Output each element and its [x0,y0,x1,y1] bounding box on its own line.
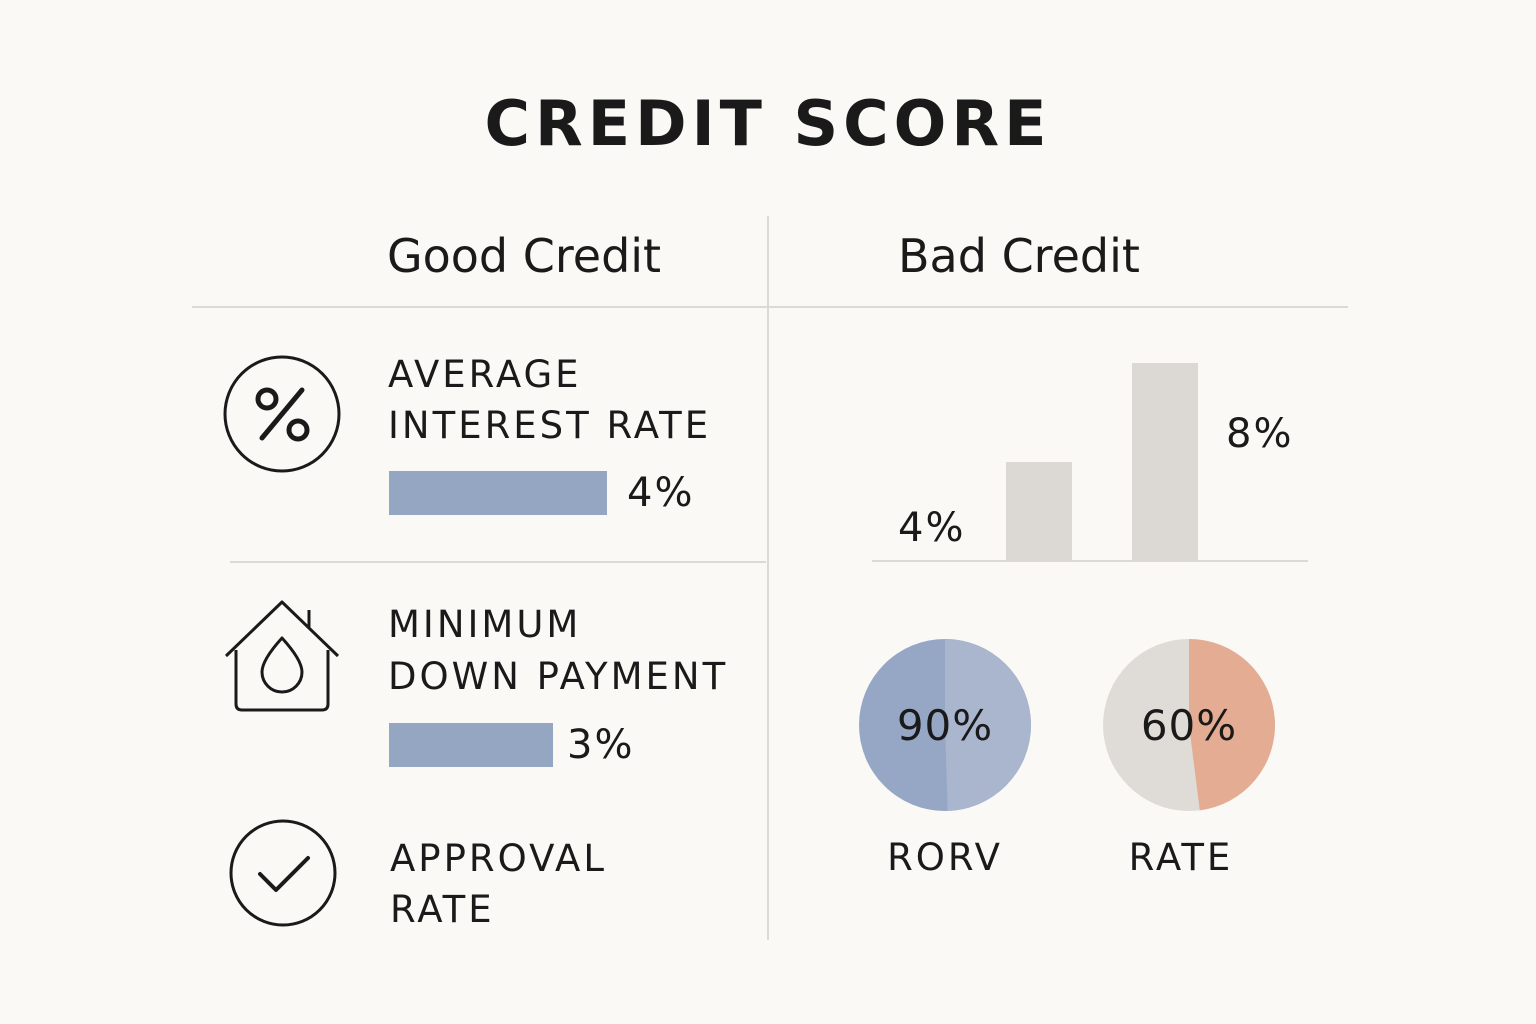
bad-credit-bar-1 [1006,462,1072,561]
bar-label-high: 8% [1226,411,1294,457]
down-payment-bar [389,723,553,767]
rorv-pie-slice [945,639,1031,811]
down-payment-label-line2: DOWN PAYMENT [388,655,729,698]
bad-credit-bar-chart [872,363,1308,562]
page-title: CREDIT SCORE [484,87,1052,160]
rate-pie-slice [1189,639,1276,811]
bar-label-low: 4% [898,505,966,551]
rate-pie-chart [1103,639,1276,811]
down-payment-value: 3% [567,722,635,768]
house-drop-icon [222,598,342,714]
good-credit-heading: Good Credit [387,229,662,283]
bad-credit-heading: Bad Credit [898,229,1140,283]
approval-label-line2: RATE [390,888,495,931]
interest-rate-value: 4% [627,470,695,516]
rorv-pie-value: 90% [896,701,994,750]
interest-label-line1: AVERAGE [388,353,582,396]
down-payment-label-line1: MINIMUM [388,603,582,646]
interest-label-line2: INTEREST RATE [388,404,712,447]
checkmark-icon [228,818,338,928]
percent-icon [222,354,342,474]
bad-credit-bar-2 [1132,363,1198,561]
rorv-pie-chart [859,639,1031,811]
rorv-caption: RORV [887,836,1003,879]
row-divider [230,561,766,563]
approval-label-line1: APPROVAL [390,837,607,880]
header-divider [192,306,1348,308]
interest-rate-bar [389,471,607,515]
rate-caption: RATE [1128,836,1234,879]
column-divider [767,216,769,940]
rate-pie-value: 60% [1140,701,1238,750]
